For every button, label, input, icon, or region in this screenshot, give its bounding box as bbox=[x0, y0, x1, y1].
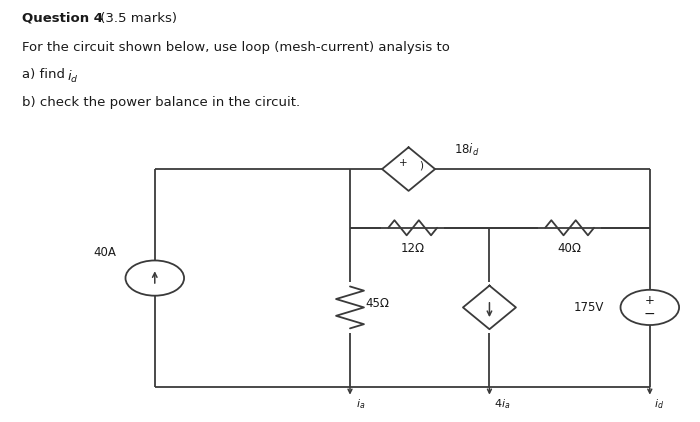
Text: $18i_d$: $18i_d$ bbox=[454, 142, 480, 158]
Text: −: − bbox=[644, 307, 656, 321]
Text: +: + bbox=[399, 158, 407, 168]
Text: For the circuit shown below, use loop (mesh-current) analysis to: For the circuit shown below, use loop (m… bbox=[22, 41, 450, 54]
Text: $i_d$: $i_d$ bbox=[67, 68, 78, 84]
Text: +: + bbox=[645, 294, 654, 307]
Text: (3.5 marks): (3.5 marks) bbox=[95, 12, 176, 25]
Text: 40A: 40A bbox=[94, 246, 116, 260]
Text: 12Ω: 12Ω bbox=[400, 243, 425, 255]
Text: $4i_a$: $4i_a$ bbox=[494, 398, 510, 411]
Text: a) find: a) find bbox=[22, 68, 69, 81]
Text: $i_a$: $i_a$ bbox=[356, 398, 365, 411]
Text: b) check the power balance in the circuit.: b) check the power balance in the circui… bbox=[22, 96, 300, 109]
Text: $i_d$: $i_d$ bbox=[654, 398, 664, 411]
Text: 45Ω: 45Ω bbox=[365, 297, 389, 310]
Text: 40Ω: 40Ω bbox=[558, 243, 582, 255]
Text: 175V: 175V bbox=[574, 301, 605, 314]
Text: ): ) bbox=[419, 161, 423, 171]
Text: Question 4: Question 4 bbox=[22, 12, 104, 25]
